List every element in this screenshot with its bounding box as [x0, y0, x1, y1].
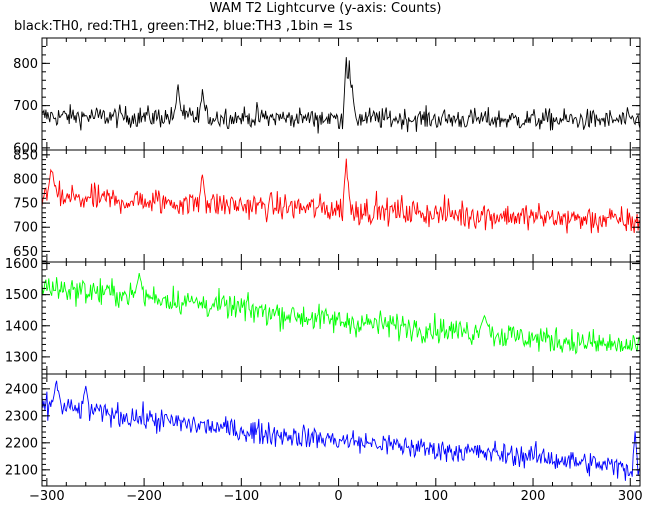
x-tick-label: 0: [334, 489, 342, 504]
y-tick-label: 850: [13, 148, 38, 163]
y-tick-label: 2200: [5, 436, 38, 451]
x-tick-label: −200: [126, 489, 162, 504]
chart-title: WAM T2 Lightcurve (y-axis: Counts): [209, 1, 442, 16]
x-axis: −300 −200 −100 0 100 200 300: [29, 489, 643, 504]
x-tick-label: −100: [223, 489, 259, 504]
series-TH2-line: [42, 273, 640, 355]
panels: 600 700 800 650 700 750 800 850 1300 1400 1500 1600…: [5, 37, 641, 487]
x-tick-label: 300: [618, 489, 643, 504]
panel-frame: [41, 261, 641, 375]
y-tick-label: 700: [13, 99, 38, 114]
y-tick-label: 700: [13, 221, 38, 236]
x-tick-label: 100: [423, 489, 448, 504]
panel-TH2: 1300 1400 1500 1600: [5, 257, 641, 375]
y-tick-label: 1400: [5, 319, 38, 334]
y-tick-label: 600: [13, 141, 38, 156]
series-TH0-line: [42, 57, 640, 134]
panel-TH0: 600 700 800: [13, 37, 641, 156]
y-tick-label: 1300: [5, 350, 38, 365]
y-tick-label: 1500: [5, 288, 38, 303]
y-tick-label: 800: [13, 172, 38, 187]
y-tick-label: 2100: [5, 463, 38, 478]
y-tick-label: 800: [13, 57, 38, 72]
panel-TH1: 650 700 750 800 850: [13, 148, 641, 263]
y-tick-label: 1600: [5, 257, 38, 272]
series-TH1-line: [42, 158, 640, 234]
panel-frame: [41, 37, 641, 151]
y-tick-label: 750: [13, 197, 38, 212]
panel-frame: [41, 373, 641, 487]
chart-subtitle: black:TH0, red:TH1, green:TH2, blue:TH3 …: [14, 19, 353, 34]
panel-TH3: 2100 2200 2300 2400: [5, 373, 641, 487]
x-tick-label: −300: [29, 489, 65, 504]
series-TH3-line: [42, 380, 640, 481]
x-tick-label: 200: [521, 489, 546, 504]
y-tick-label: 2400: [5, 382, 38, 397]
y-tick-label: 2300: [5, 409, 38, 424]
y-tick-label: 650: [13, 245, 38, 260]
